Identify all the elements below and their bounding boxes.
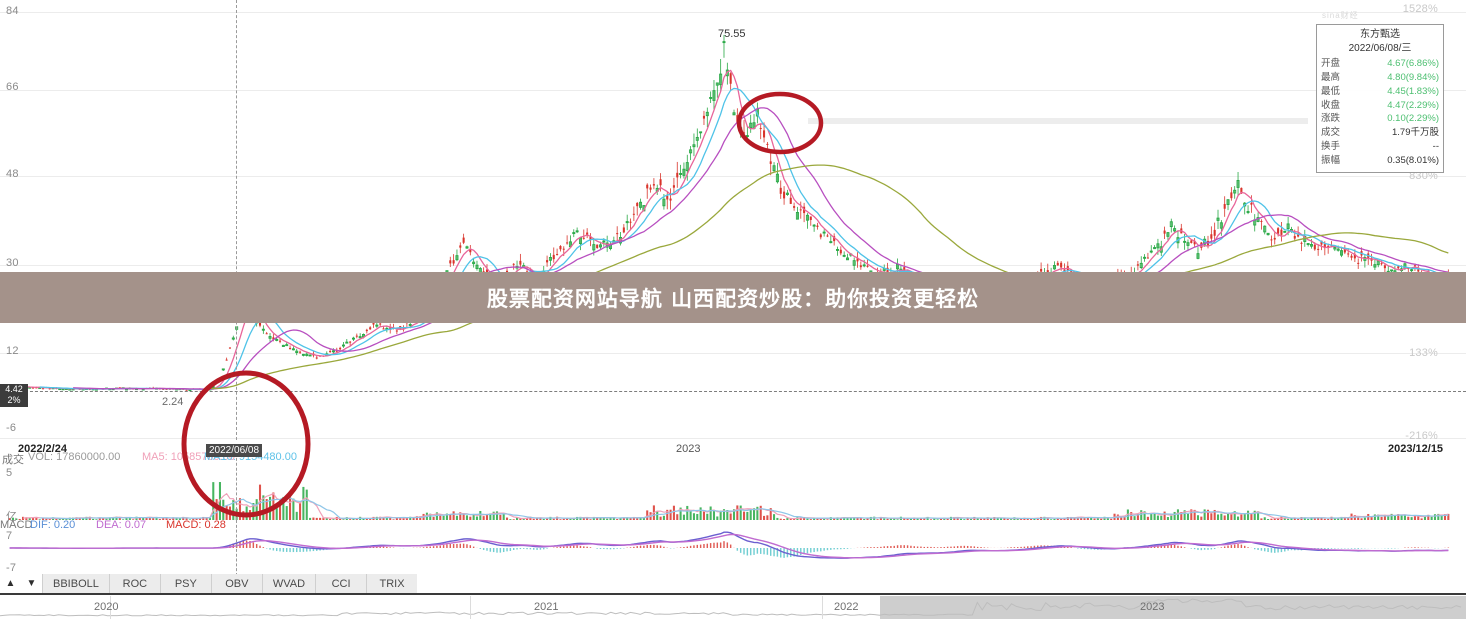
info-box-row: 振幅 0.35(8.01%): [1321, 154, 1439, 168]
price-candles-layer: [8, 34, 1450, 392]
indicator-toolbar[interactable]: ▲ ▼ BBIBOLL ROC PSY OBV WVAD CCI TRIX: [0, 574, 1466, 595]
info-box-row-key: 振幅: [1321, 154, 1341, 166]
info-box-row-value: 4.67(6.86%): [1387, 58, 1439, 70]
gridline: [0, 176, 1466, 177]
indicator-tab-psy[interactable]: PSY: [159, 574, 211, 593]
gridline: [0, 12, 1466, 13]
gridline: [0, 438, 1466, 439]
volume-pane[interactable]: 成交 VOL: 17860000.00 MA5: 10585700.00 MA1…: [0, 448, 1466, 520]
macd-legend-dea: DEA: 0.07: [96, 519, 147, 531]
percent-axis-label-right: 133%: [1409, 347, 1438, 359]
price-axis-label-left: 84: [6, 5, 19, 17]
date-axis-start: 2022/2/24: [18, 443, 67, 455]
gridline: [0, 265, 1466, 266]
close-price-band: [808, 118, 1308, 124]
info-box-row: 最高 4.80(9.84%): [1321, 71, 1439, 85]
info-box-table: 开盘 4.67(6.86%) 最高 4.80(9.84%) 最低 4.45(1.83%) 收…: [1321, 57, 1439, 167]
ad-banner[interactable]: 股票配资网站导航 山西配资炒股：助你投资更轻松: [0, 272, 1466, 323]
indicator-tab-trix[interactable]: TRIX: [366, 574, 418, 593]
volume-bars-layer: [8, 482, 1450, 520]
info-box-row-key: 最高: [1321, 72, 1341, 84]
info-box-row: 换手 --: [1321, 140, 1439, 154]
indicator-tab-obv[interactable]: OBV: [210, 574, 262, 593]
ad-banner-text: 股票配资网站导航 山西配资炒股：助你投资更轻松: [486, 286, 980, 311]
crosshair-hline: [0, 391, 1466, 392]
macd-legend-hist: MACD: 0.28: [166, 519, 226, 531]
price-axis-label-left: 30: [6, 257, 19, 269]
quote-info-box: 东方甄选 2022/06/08/三 开盘 4.67(6.86%) 最高 4.80(9.…: [1316, 24, 1444, 173]
crosshair-vline-macd: [236, 520, 237, 576]
percent-axis-label-right: 830%: [1409, 170, 1438, 182]
info-box-row-key: 开盘: [1321, 58, 1341, 70]
info-box-row: 最低 4.45(1.83%): [1321, 85, 1439, 99]
info-box-row-value: 1.79千万股: [1392, 127, 1439, 139]
minimap-year: 2021: [534, 601, 559, 613]
date-axis-mid: 2023: [676, 443, 701, 455]
info-box-row-key: 换手: [1321, 140, 1341, 152]
info-box-row-key: 成交: [1321, 127, 1341, 139]
gridline: [0, 353, 1466, 354]
macd-axis-top: 7: [6, 530, 13, 542]
percent-axis-label-right: 1528%: [1402, 3, 1438, 15]
indicator-tab-roc[interactable]: ROC: [108, 574, 160, 593]
indicator-tab-wvad[interactable]: WVAD: [261, 574, 316, 593]
volume-legend-vol: VOL: 17860000.00: [28, 451, 121, 463]
date-axis-end: 2023/12/15: [1388, 443, 1444, 455]
info-box-row-value: 0.10(2.29%): [1387, 113, 1439, 125]
info-box-date: 2022/06/08/三: [1348, 43, 1412, 55]
percent-axis-label-right: -216%: [1405, 430, 1438, 442]
info-box-row-key: 涨跌: [1321, 113, 1341, 125]
info-box-row-value: --: [1432, 140, 1439, 152]
cursor-date-chip: 2022/06/08: [206, 444, 263, 457]
price-axis-label-left: 66: [6, 81, 19, 93]
macd-layer: [9, 531, 1450, 559]
info-box-row-key: 最低: [1321, 85, 1341, 97]
macd-unit-label: 亿: [6, 511, 18, 523]
crosshair-vline-volume: [236, 448, 237, 520]
indicator-tab-bbiboll[interactable]: BBIBOLL: [42, 574, 109, 593]
macd-pane[interactable]: 亿 MACD DIF: 0.20 DEA: 0.07 MACD: 0.28 7 …: [0, 511, 1466, 576]
price-axis-label-left: 12: [6, 345, 19, 357]
info-box-row-value: 4.80(9.84%): [1387, 72, 1439, 84]
price-level-percent: 2%: [7, 395, 21, 406]
info-box-row: 涨跌 0.10(2.29%): [1321, 112, 1439, 126]
peak-price-label: 75.55: [718, 28, 746, 40]
price-level-chip: 4.42 2%: [0, 384, 28, 407]
price-pane[interactable]: 84 66 48 30 12 -6 1528% 830% 133% -216% …: [0, 0, 1466, 442]
info-box-row-value: 4.47(2.29%): [1387, 99, 1439, 111]
info-box-row: 开盘 4.67(6.86%): [1321, 57, 1439, 71]
volume-axis-top: 5: [6, 467, 13, 479]
low-price-label: 2.24: [162, 396, 184, 408]
price-axis-label-left: -6: [6, 422, 17, 434]
info-box-row-value: 0.35(8.01%): [1387, 154, 1439, 166]
price-axis-label-left: 48: [6, 168, 19, 180]
info-box-row: 成交 1.79千万股: [1321, 126, 1439, 140]
macd-axis-bottom: -7: [6, 562, 17, 574]
minimap-year: 2022: [834, 601, 859, 613]
timeline-minimap[interactable]: 2020 2021 2022 2023: [0, 596, 1466, 619]
macd-legend-dif: DIF: 0.20: [30, 519, 76, 531]
scroll-up-arrow-icon[interactable]: ▲: [0, 574, 21, 593]
info-box-row-value: 4.45(1.83%): [1387, 85, 1439, 97]
gridline: [0, 90, 1466, 91]
minimap-selection-handle[interactable]: [880, 596, 1466, 619]
info-box-row-key: 收盘: [1321, 99, 1341, 111]
minimap-year: 2023: [1140, 601, 1165, 613]
watermark: sina财经: [1322, 11, 1359, 20]
crosshair-vline: [236, 0, 237, 440]
info-box-title: 东方甄选: [1360, 29, 1400, 40]
macd-legend-name: MACD: [0, 519, 33, 531]
minimap-year: 2020: [94, 601, 119, 613]
scroll-down-arrow-icon[interactable]: ▼: [21, 574, 42, 593]
price-level-value: 4.42: [5, 384, 23, 394]
info-box-row: 收盘 4.47(2.29%): [1321, 99, 1439, 113]
indicator-tab-cci[interactable]: CCI: [315, 574, 367, 593]
volume-legend-name: 成交: [2, 454, 24, 466]
